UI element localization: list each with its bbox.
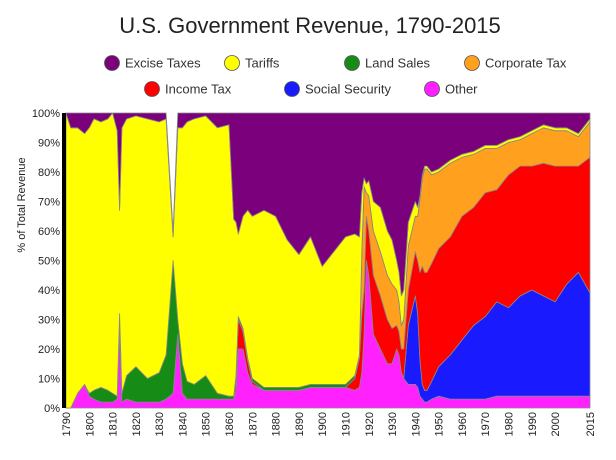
legend-swatch [344, 55, 360, 71]
x-tick-label: 1850 [201, 412, 213, 436]
legend-label: Excise Taxes [125, 56, 201, 71]
x-tick-label: 1870 [247, 412, 259, 436]
legend-item-other: Other [424, 81, 478, 97]
plot-left-edge [62, 113, 66, 408]
legend: Excise Taxes Tariffs Land Sales Corporate T… [104, 55, 567, 97]
legend-swatch [464, 55, 480, 71]
y-tick-label: 50% [38, 256, 60, 268]
x-tick-label: 1830 [154, 412, 166, 436]
legend-swatch [284, 81, 300, 97]
legend-swatch [224, 55, 240, 71]
legend-item-tariffs: Tariffs [224, 55, 280, 71]
x-tick-label: 1790 [61, 412, 73, 436]
x-tick-label: 1990 [527, 412, 539, 436]
x-tick-label: 1900 [317, 412, 329, 436]
x-tick-label: 1920 [364, 412, 376, 436]
y-tick-label: 100% [32, 108, 60, 120]
x-tick-label: 2000 [550, 412, 562, 436]
chart-title: U.S. Government Revenue, 1790-2015 [119, 13, 501, 38]
legend-label: Social Security [305, 82, 391, 97]
x-tick-label: 1810 [108, 412, 120, 436]
legend-swatch [144, 81, 160, 97]
x-tick-label: 1910 [340, 412, 352, 436]
x-tick-label: 1930 [387, 412, 399, 436]
x-tick-label: 1940 [410, 412, 422, 436]
y-tick-label: 20% [38, 344, 60, 356]
y-tick-label: 60% [38, 226, 60, 238]
x-tick-label: 1800 [84, 412, 96, 436]
legend-item-corporate-tax: Corporate Tax [464, 55, 567, 71]
y-tick-label: 30% [38, 315, 60, 327]
x-axis: 1790 1800 1810 1820 1830 1840 1850 1860 1870 1880… [61, 412, 597, 436]
y-tick-label: 80% [38, 167, 60, 179]
legend-label: Corporate Tax [485, 56, 567, 71]
x-tick-label: 2015 [585, 412, 597, 436]
x-tick-label: 1880 [271, 412, 283, 436]
plot-area [62, 112, 591, 409]
legend-swatch [424, 81, 440, 97]
legend-label: Income Tax [165, 82, 232, 97]
y-axis-label: % of Total Revenue [16, 157, 28, 252]
legend-label: Other [445, 82, 478, 97]
legend-item-income-tax: Income Tax [144, 81, 232, 97]
x-tick-label: 1950 [434, 412, 446, 436]
x-tick-label: 1820 [131, 412, 143, 436]
legend-label: Land Sales [365, 56, 431, 71]
x-tick-label: 1890 [294, 412, 306, 436]
x-tick-label: 1840 [177, 412, 189, 436]
y-tick-label: 10% [38, 374, 60, 386]
y-tick-label: 90% [38, 138, 60, 150]
x-tick-label: 1980 [503, 412, 515, 436]
x-tick-label: 1860 [224, 412, 236, 436]
y-tick-label: 0% [44, 403, 60, 415]
y-axis: 0% 10% 20% 30% 40% 50% 60% 70% 80% 90% 100% [32, 108, 60, 415]
legend-label: Tariffs [245, 56, 280, 71]
legend-item-social-security: Social Security [284, 81, 391, 97]
x-tick-label: 1970 [480, 412, 492, 436]
y-tick-label: 40% [38, 285, 60, 297]
area-excise-taxes [65, 112, 591, 297]
x-tick-label: 1960 [457, 412, 469, 436]
legend-swatch [104, 55, 120, 71]
y-tick-label: 70% [38, 197, 60, 209]
legend-item-land-sales: Land Sales [344, 55, 431, 71]
legend-item-excise-taxes: Excise Taxes [104, 55, 201, 71]
